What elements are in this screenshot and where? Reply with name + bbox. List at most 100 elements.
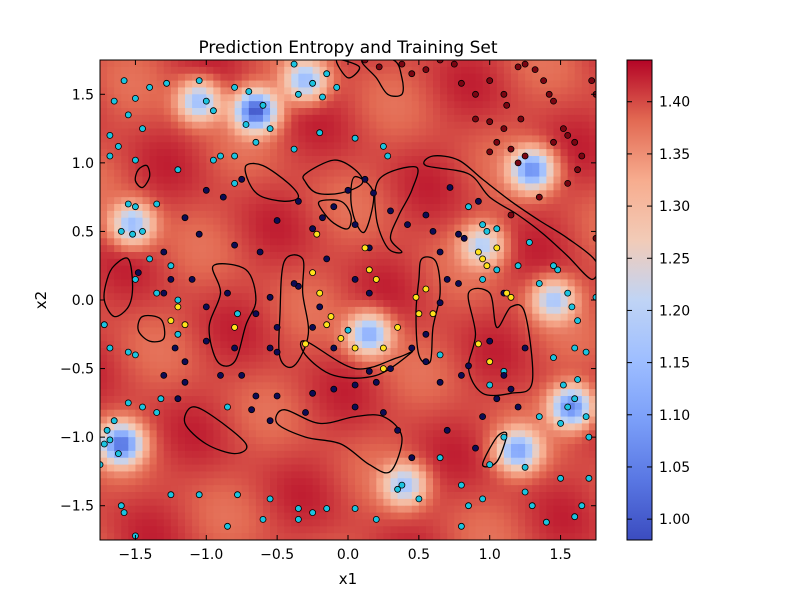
heatmap-cell [355, 293, 363, 301]
heatmap-cell [447, 224, 455, 233]
heatmap-cell [128, 485, 137, 493]
heatmap-cell [199, 156, 207, 164]
heatmap-cell [114, 183, 122, 191]
heatmap-cell [468, 231, 477, 239]
heatmap-cell [348, 114, 356, 123]
heatmap-cell [262, 224, 271, 233]
heatmap-cell [362, 348, 370, 356]
heatmap-cell [234, 272, 243, 281]
heatmap-cell [546, 464, 555, 473]
heatmap-cell [177, 94, 186, 102]
heatmap-cell [355, 471, 363, 479]
heatmap-cell [574, 526, 583, 534]
heatmap-cell [114, 217, 122, 226]
heatmap-cell [588, 306, 596, 315]
heatmap-cell [121, 265, 129, 274]
heatmap-cell [185, 361, 193, 370]
heatmap-cell [369, 444, 377, 452]
heatmap-cell [404, 231, 413, 239]
heatmap-cell [433, 162, 441, 171]
heatmap-cell [461, 135, 470, 143]
heatmap-cell [454, 114, 462, 123]
heatmap-cell [206, 245, 214, 253]
heatmap-cell [199, 382, 207, 390]
heatmap-cell [340, 217, 349, 226]
heatmap-cell [553, 361, 562, 370]
heatmap-cell [248, 87, 257, 95]
heatmap-cell [284, 217, 292, 226]
heatmap-cell [213, 512, 222, 521]
heatmap-cell [270, 492, 278, 500]
heatmap-cell [411, 382, 420, 390]
heatmap-cell [298, 293, 307, 301]
heatmap-cell [128, 396, 137, 404]
heatmap-cell [390, 121, 399, 130]
heatmap-cell [227, 300, 236, 308]
heatmap-cell [475, 101, 484, 109]
heatmap-cell [433, 526, 441, 534]
heatmap-cell [588, 293, 596, 301]
heatmap-cell [142, 382, 151, 390]
heatmap-cell [170, 457, 179, 466]
heatmap-cell [206, 389, 214, 397]
heatmap-cell [525, 320, 533, 329]
heatmap-cell [241, 176, 250, 185]
heatmap-cell [213, 478, 222, 486]
heatmap-cell [348, 361, 356, 370]
heatmap-cell [128, 492, 137, 500]
heatmap-cell [525, 114, 533, 123]
heatmap-cell [362, 121, 370, 130]
heatmap-cell [319, 272, 328, 281]
heatmap-cell [107, 512, 115, 521]
heatmap-cell [135, 252, 144, 260]
heatmap-cell [199, 94, 207, 102]
heatmap-cell [135, 73, 144, 82]
heatmap-cell [355, 485, 363, 493]
heatmap-cell [234, 87, 243, 95]
heatmap-cell [475, 87, 484, 95]
data-point-class-0 [106, 152, 114, 160]
heatmap-cell [376, 94, 385, 102]
heatmap-cell [447, 149, 455, 157]
heatmap-cell [383, 114, 392, 123]
heatmap-cell [461, 430, 470, 438]
heatmap-cell [220, 444, 229, 452]
heatmap-cell [277, 519, 285, 527]
heatmap-cell [298, 142, 307, 150]
heatmap-cell [383, 217, 392, 226]
heatmap-cell [234, 128, 243, 137]
heatmap-cell [121, 327, 129, 335]
heatmap-cell [192, 224, 200, 233]
heatmap-cell [163, 382, 172, 390]
heatmap-cell [567, 492, 576, 500]
heatmap-cell [546, 526, 555, 534]
heatmap-cell [163, 135, 172, 143]
heatmap-cell [574, 485, 583, 493]
heatmap-cell [121, 361, 129, 370]
heatmap-cell [142, 162, 151, 171]
heatmap-cell [170, 204, 179, 212]
heatmap-cell [503, 313, 512, 322]
heatmap-cell [447, 128, 455, 137]
heatmap-cell [468, 224, 477, 233]
heatmap-cell [255, 402, 264, 411]
heatmap-cell [149, 80, 158, 89]
heatmap-cell [128, 437, 137, 445]
heatmap-cell [121, 382, 129, 390]
heatmap-cell [553, 114, 562, 123]
heatmap-cell [418, 526, 427, 534]
heatmap-cell [121, 162, 129, 171]
heatmap-cell [553, 245, 562, 253]
heatmap-cell [496, 156, 505, 164]
heatmap-cell [270, 334, 278, 342]
heatmap-cell [475, 300, 484, 308]
heatmap-cell [567, 265, 576, 274]
heatmap-cell [510, 279, 519, 287]
heatmap-cell [567, 245, 576, 253]
heatmap-cell [248, 498, 257, 507]
heatmap-cell [489, 457, 498, 466]
heatmap-cell [567, 183, 576, 191]
heatmap-cell [192, 464, 200, 473]
heatmap-cell [348, 252, 356, 260]
heatmap-cell [567, 210, 576, 219]
